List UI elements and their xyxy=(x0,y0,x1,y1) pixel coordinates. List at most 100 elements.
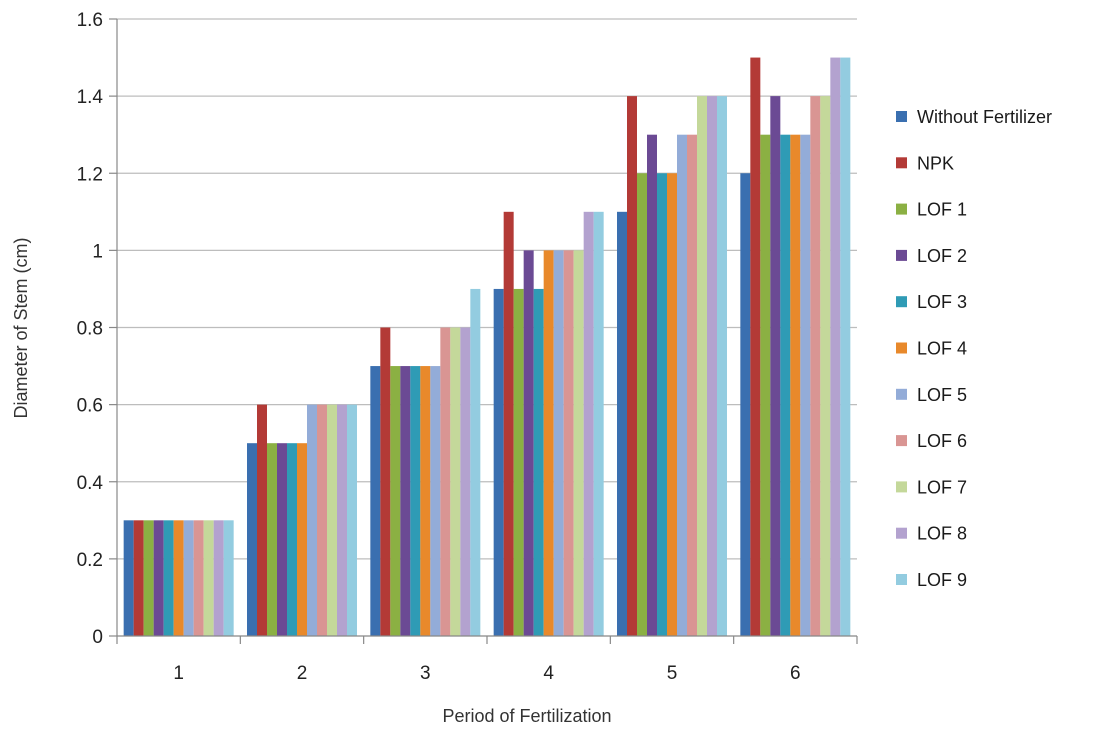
bar xyxy=(513,288,524,636)
legend-label: LOF 2 xyxy=(917,246,967,266)
bar xyxy=(327,404,337,636)
bar xyxy=(770,96,781,636)
legend-swatch xyxy=(896,435,907,447)
y-tick-label: 0 xyxy=(92,627,103,648)
bar xyxy=(617,211,627,636)
legend-swatch xyxy=(896,203,907,215)
bar xyxy=(533,288,544,636)
bar xyxy=(583,211,594,636)
bar xyxy=(203,520,214,636)
legend-label: LOF 6 xyxy=(917,431,967,451)
x-tick-label: 1 xyxy=(173,663,184,684)
x-tick-labels: 1 2 3 4 5 6 xyxy=(173,663,800,684)
legend: Without Fertilizer NPK LOF 1 LOF 2 LOF 3 LOF … xyxy=(896,107,1052,590)
bar xyxy=(410,366,421,636)
bar xyxy=(740,173,751,636)
y-tick-label: 1.4 xyxy=(77,87,104,108)
legend-label: LOF 3 xyxy=(917,292,967,312)
legend-swatch xyxy=(896,342,907,354)
bar xyxy=(470,288,481,636)
bar xyxy=(223,520,234,636)
legend-label: LOF 4 xyxy=(917,339,967,359)
bar xyxy=(400,366,411,636)
bar xyxy=(543,250,554,636)
x-tick-label: 5 xyxy=(667,663,678,684)
bar xyxy=(183,520,194,636)
legend-label: LOF 5 xyxy=(917,385,967,405)
bar xyxy=(420,366,431,636)
bar xyxy=(307,404,317,636)
x-tick-label: 3 xyxy=(420,663,431,684)
bar xyxy=(810,96,821,636)
bar xyxy=(820,96,831,636)
bar xyxy=(647,134,657,636)
bar xyxy=(687,134,697,636)
x-tick-label: 6 xyxy=(790,663,801,684)
legend-swatch xyxy=(896,157,907,169)
bar xyxy=(347,404,357,636)
bar xyxy=(667,173,677,636)
bar xyxy=(173,520,184,636)
legend-swatch xyxy=(896,249,907,261)
y-tick-label: 0.6 xyxy=(77,396,103,417)
legend-swatch xyxy=(896,574,907,585)
legend-swatch xyxy=(896,481,907,493)
bar xyxy=(430,366,441,636)
legend-swatch xyxy=(896,111,907,122)
legend-swatch xyxy=(896,388,907,400)
x-tick-label: 4 xyxy=(543,663,554,684)
x-axis-title: Period of Fertilization xyxy=(442,706,611,726)
y-tick-label: 0.8 xyxy=(77,319,103,340)
bar xyxy=(297,443,307,636)
bar xyxy=(317,404,327,636)
y-tick-label: 1 xyxy=(92,241,103,262)
legend-label: NPK xyxy=(917,153,954,173)
legend-label: Without Fertilizer xyxy=(917,107,1052,127)
bar xyxy=(790,134,801,636)
bar xyxy=(133,520,144,636)
legend-label: LOF 1 xyxy=(917,200,967,220)
y-tick-label: 0.4 xyxy=(77,473,104,494)
bar xyxy=(163,520,174,636)
bar xyxy=(760,134,771,636)
legend-label: LOF 9 xyxy=(917,570,967,590)
y-tick-label: 1.2 xyxy=(77,164,103,185)
axes xyxy=(109,18,858,644)
bar xyxy=(380,327,391,636)
bar xyxy=(840,57,851,636)
bar xyxy=(440,327,451,636)
bar xyxy=(677,134,687,636)
x-tick-label: 2 xyxy=(297,663,308,684)
bar xyxy=(493,288,504,636)
bar xyxy=(593,211,604,636)
bar xyxy=(460,327,471,636)
bar xyxy=(370,366,381,636)
bar xyxy=(717,96,727,636)
bar xyxy=(247,443,257,636)
y-tick-label: 0.2 xyxy=(77,550,103,571)
bar xyxy=(697,96,707,636)
bar xyxy=(450,327,461,636)
bar xyxy=(267,443,277,636)
bar xyxy=(657,173,667,636)
legend-label: LOF 7 xyxy=(917,477,967,497)
legend-label: LOF 8 xyxy=(917,524,967,544)
gridlines xyxy=(117,18,857,560)
bar xyxy=(553,250,564,636)
legend-swatch xyxy=(896,296,907,308)
y-axis-title: Diameter of Stem (cm) xyxy=(11,237,31,418)
bar xyxy=(573,250,584,636)
bar xyxy=(390,366,401,636)
bar xyxy=(707,96,717,636)
bar xyxy=(563,250,574,636)
bar xyxy=(277,443,287,636)
bar xyxy=(780,134,791,636)
bar xyxy=(503,211,514,636)
bar xyxy=(257,404,267,636)
bar xyxy=(123,520,134,636)
y-tick-label: 1.6 xyxy=(77,10,103,31)
bar xyxy=(337,404,347,636)
legend-swatch xyxy=(896,527,907,539)
bar xyxy=(800,134,811,636)
